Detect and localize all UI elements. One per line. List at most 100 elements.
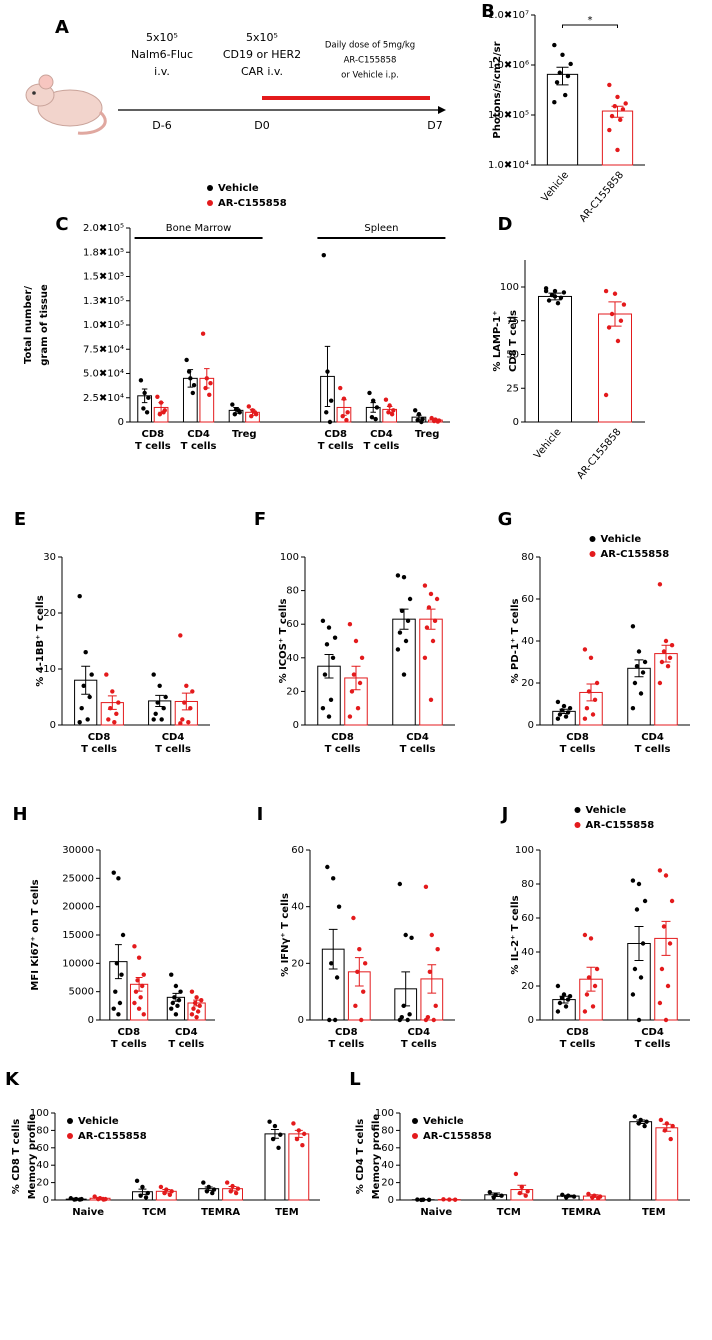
x-tick-label: T cells — [111, 1039, 147, 1050]
y-tick-label: 7.5✖10⁴ — [83, 344, 124, 355]
y-axis-label: % IFNγ⁺ T cells — [280, 893, 291, 977]
y-axis-label: % CD8 T cells — [11, 1119, 22, 1194]
y-tick-label: 60 — [286, 619, 299, 630]
data-point — [199, 997, 204, 1003]
data-point — [170, 1000, 175, 1006]
data-point — [101, 1197, 106, 1202]
data-point — [151, 717, 156, 722]
legend-label: AR-C155858 — [601, 549, 670, 560]
data-point — [189, 1012, 195, 1017]
data-point — [517, 1190, 523, 1196]
data-point — [328, 398, 334, 403]
x-tick-label: CD8 — [324, 429, 347, 440]
data-point — [186, 369, 192, 374]
data-point — [667, 941, 673, 946]
panel-label: J — [500, 804, 509, 825]
x-tick-label: TEMRA — [201, 1207, 240, 1218]
x-tick-label: CD4 — [162, 732, 185, 743]
x-tick-label: T cells — [318, 441, 354, 452]
data-point — [555, 716, 561, 721]
data-point — [155, 394, 160, 399]
data-point — [188, 376, 193, 381]
legend-marker — [412, 1118, 418, 1124]
data-point — [491, 1195, 496, 1200]
error-bar — [81, 665, 91, 695]
data-point — [594, 966, 600, 972]
y-tick-label: 25 — [506, 383, 519, 394]
data-point — [565, 997, 571, 1002]
x-tick-label: CD8 — [331, 732, 354, 743]
data-point — [111, 870, 116, 875]
y-tick-label: 0 — [118, 417, 124, 428]
treatment-text: or Vehicle i.p. — [341, 71, 399, 81]
legend-label: Vehicle — [423, 1116, 464, 1127]
data-point — [294, 1136, 300, 1142]
data-point — [203, 385, 208, 391]
step-text: 5x10⁵ — [246, 31, 278, 44]
data-point — [158, 1184, 164, 1190]
x-tick-label: TCM — [142, 1207, 166, 1218]
data-point — [592, 983, 598, 989]
error-bar — [114, 944, 122, 980]
data-point — [204, 1189, 210, 1194]
y-tick-label: 40 — [521, 947, 534, 958]
x-tick-label: T cells — [325, 744, 361, 755]
y-axis-label: Memory profile — [371, 1114, 382, 1200]
data-point — [116, 700, 121, 705]
data-point — [424, 625, 430, 630]
data-point — [430, 638, 436, 644]
data-point — [664, 1121, 669, 1126]
data-point — [324, 642, 330, 647]
panel-label: E — [14, 509, 26, 530]
data-point — [357, 680, 363, 686]
data-point — [397, 881, 403, 887]
day-label: D0 — [254, 119, 269, 132]
data-point — [347, 714, 353, 719]
data-point — [582, 932, 588, 938]
data-point — [612, 103, 617, 109]
data-point — [68, 1196, 74, 1201]
data-point — [419, 1197, 424, 1203]
data-point — [519, 1184, 524, 1190]
data-point — [586, 689, 592, 694]
x-tick-label: T cells — [155, 744, 191, 755]
data-point — [638, 691, 644, 696]
y-tick-label: 20 — [43, 608, 56, 619]
timeline-arrow — [438, 106, 446, 114]
data-point — [175, 1003, 180, 1009]
data-point — [138, 1193, 143, 1198]
step-text: i.v. — [154, 65, 170, 78]
legend-label: Vehicle — [586, 805, 627, 816]
data-point — [636, 649, 642, 654]
x-tick-label: TEM — [642, 1207, 666, 1218]
data-point — [184, 683, 189, 688]
data-point — [555, 983, 561, 989]
y-axis-label: MFI Ki67⁺ on T cells — [30, 879, 41, 990]
data-point — [155, 700, 160, 705]
data-point — [565, 710, 571, 715]
data-point — [136, 955, 142, 960]
data-point — [146, 395, 151, 400]
legend-marker — [67, 1133, 73, 1139]
data-point — [201, 1180, 206, 1185]
bar — [654, 653, 678, 726]
data-point — [441, 1197, 446, 1202]
data-point — [559, 708, 565, 713]
y-tick-label: 60 — [381, 1143, 394, 1154]
data-point — [340, 413, 345, 419]
data-point — [246, 404, 252, 409]
y-tick-label: 20 — [381, 1178, 394, 1189]
x-tick-label: CD4 — [187, 429, 210, 440]
x-tick-label: T cells — [81, 744, 117, 755]
data-point — [141, 972, 146, 977]
data-point — [249, 413, 254, 419]
x-tick-label: Vehicle — [540, 170, 571, 204]
data-point — [618, 318, 624, 323]
data-point — [369, 414, 375, 420]
x-tick-label: CD8 — [142, 429, 165, 440]
significance-bracket — [562, 24, 618, 28]
data-point — [77, 594, 82, 599]
data-point — [326, 625, 332, 630]
y-axis-label: Memory profile — [27, 1114, 38, 1200]
data-point — [359, 655, 365, 660]
